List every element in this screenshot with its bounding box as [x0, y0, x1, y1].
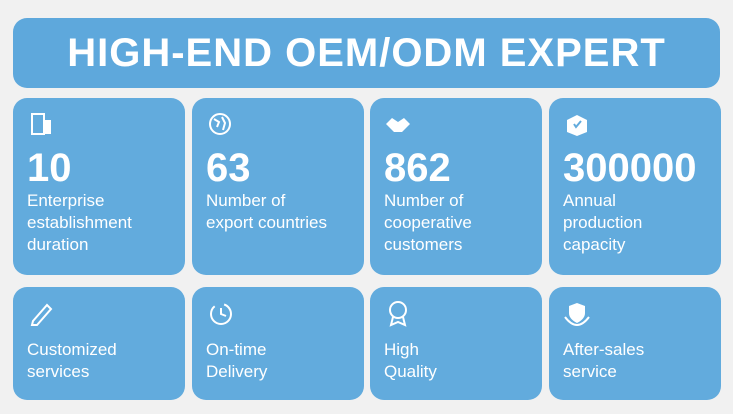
- stat-value: 300000: [563, 146, 697, 190]
- icon: [209, 113, 231, 135]
- card-label: After-sales service: [563, 339, 707, 383]
- label-line: High: [384, 340, 419, 359]
- label-line: export countries: [206, 213, 327, 232]
- label-line: Annual: [563, 191, 616, 210]
- feature-card: After-sales service: [549, 287, 721, 400]
- label-line: Number of: [384, 191, 464, 210]
- label-line: After-sales: [563, 340, 645, 359]
- card-label: High Quality: [384, 339, 528, 383]
- stat-card: 300000 Annual production capacity: [549, 98, 721, 275]
- card-label: Number of export countries: [206, 190, 350, 234]
- icon: [564, 303, 590, 327]
- label-line: production: [563, 213, 643, 232]
- label-line: capacity: [563, 235, 626, 254]
- stat-value: 862: [384, 146, 451, 190]
- icon: [210, 303, 232, 325]
- feature-card: Customized services: [13, 287, 185, 400]
- label-line: cooperative: [384, 213, 472, 232]
- icon: [30, 303, 53, 326]
- icon: [567, 115, 587, 136]
- card-label: Customized services: [27, 339, 171, 383]
- label-line: service: [563, 362, 617, 381]
- label-line: Customized: [27, 340, 117, 359]
- label-line: Enterprise: [27, 191, 105, 210]
- stat-value: 10: [27, 146, 72, 190]
- card-label: Number of cooperative customers: [384, 190, 528, 256]
- card-label: Enterprise establishment duration: [27, 190, 171, 256]
- label-line: duration: [27, 235, 89, 254]
- stat-value: 63: [206, 146, 251, 190]
- feature-card: High Quality: [370, 287, 542, 400]
- stat-card: 10 Enterprise establishment duration: [13, 98, 185, 275]
- stat-card: 862 Number of cooperative customers: [370, 98, 542, 275]
- label-line: Delivery: [206, 362, 268, 381]
- icon: [386, 118, 410, 132]
- label-line: establishment: [27, 213, 132, 232]
- header-title: HIGH-END OEM/ODM EXPERT: [13, 18, 720, 88]
- card-label: Annual production capacity: [563, 190, 707, 256]
- label-line: customers: [384, 235, 463, 254]
- label-line: services: [27, 362, 90, 381]
- icon: [31, 113, 51, 135]
- stat-card: 63 Number of export countries: [192, 98, 364, 275]
- label-line: Quality: [384, 362, 437, 381]
- label-line: On-time: [206, 340, 267, 359]
- card-label: On-time Delivery: [206, 339, 350, 383]
- label-line: Number of: [206, 191, 286, 210]
- feature-card: On-time Delivery: [192, 287, 364, 400]
- icon: [389, 301, 407, 327]
